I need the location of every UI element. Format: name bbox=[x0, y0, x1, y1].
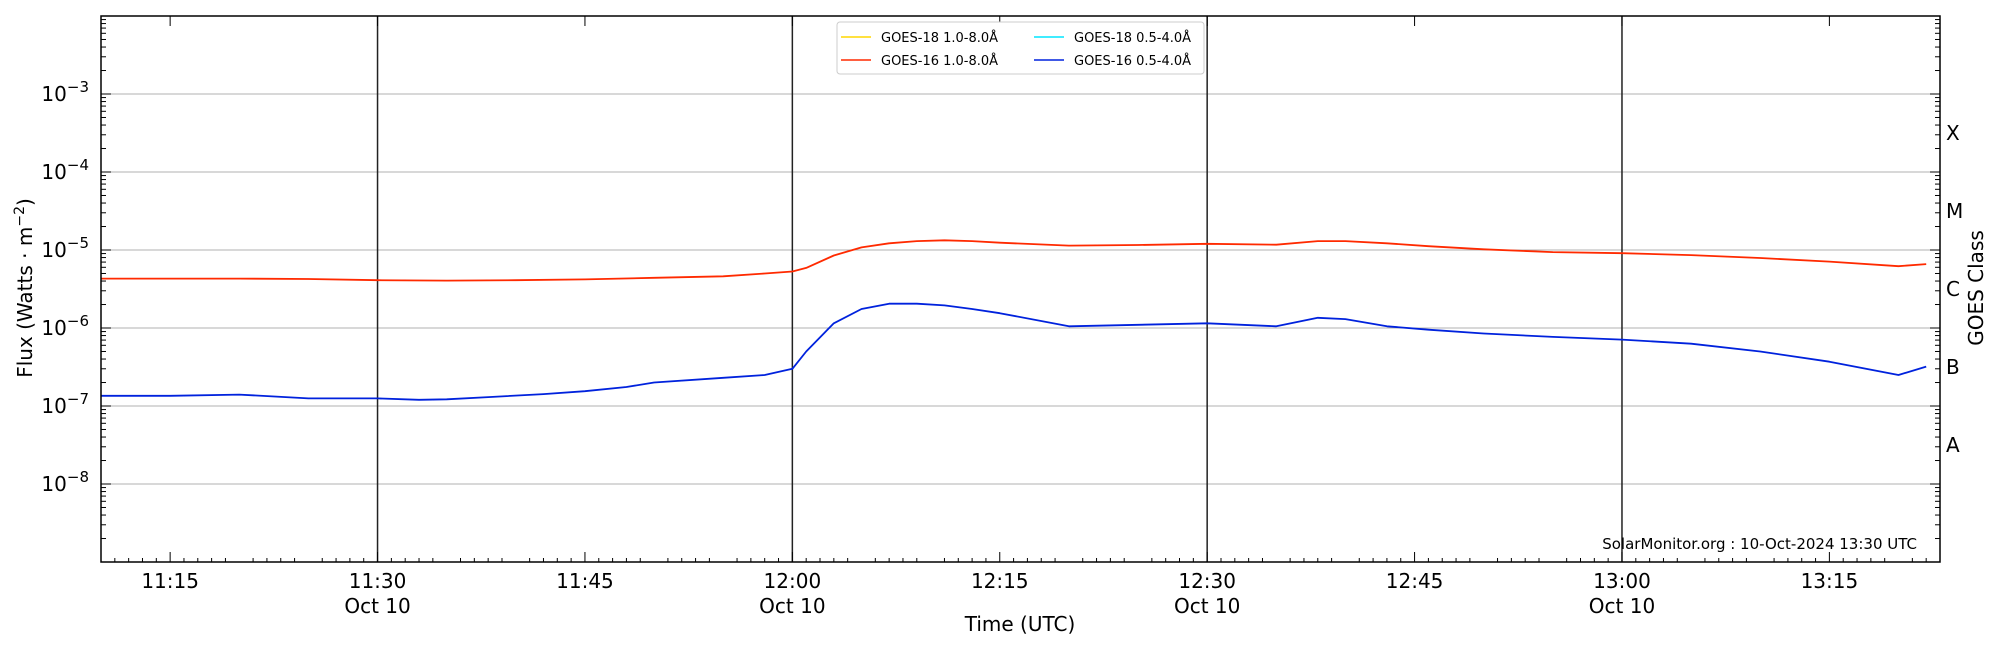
y-axis-title-text: Flux (Watts · m bbox=[13, 227, 37, 378]
series-goes16-short-line bbox=[101, 302, 1927, 401]
goes-class-label: X bbox=[1946, 121, 1960, 145]
y-tick-exponent: −5 bbox=[67, 234, 89, 252]
x-tick-label: 12:45 bbox=[1386, 569, 1444, 593]
plot-frame bbox=[100, 15, 1941, 563]
y-tick-exponent: −4 bbox=[67, 156, 89, 174]
credit-text: SolarMonitor.org : 10-Oct-2024 13:30 UTC bbox=[1602, 535, 1917, 553]
y-tick-base: 10 bbox=[41, 316, 66, 340]
series-goes16-long-line bbox=[101, 239, 1927, 282]
y-tick-exponent: −3 bbox=[67, 78, 89, 96]
x-axis-title: Time (UTC) bbox=[964, 612, 1076, 636]
y-axis-title-close: ) bbox=[13, 198, 37, 206]
x-tick-label: 12:00 bbox=[764, 569, 822, 593]
y-tick-exponent: −8 bbox=[67, 468, 89, 486]
y-tick-label: 10−3 bbox=[41, 78, 89, 106]
y-tick-base: 10 bbox=[41, 472, 66, 496]
y-tick-base: 10 bbox=[41, 160, 66, 184]
y-tick-exponent: −6 bbox=[67, 312, 89, 330]
x-tick-date-label: Oct 10 bbox=[344, 594, 410, 618]
y-tick-label: 10−6 bbox=[41, 312, 89, 340]
goes-class-label: C bbox=[1946, 277, 1960, 301]
legend: GOES-18 1.0-8.0Å GOES-18 0.5-4.0Å GOES-1… bbox=[836, 21, 1205, 75]
x-tick-date-label: Oct 10 bbox=[1174, 594, 1240, 618]
y-tick-label: 10−7 bbox=[41, 390, 89, 418]
x-tick-date-label: Oct 10 bbox=[1589, 594, 1655, 618]
goes-class-label: A bbox=[1946, 433, 1960, 457]
x-tick-label: 12:15 bbox=[971, 569, 1029, 593]
x-tick-label: 13:15 bbox=[1801, 569, 1859, 593]
y-axis-title-exponent: −2 bbox=[12, 206, 28, 227]
y-axis-title: Flux (Watts · m−2) bbox=[12, 198, 37, 378]
x-tick-label: 11:15 bbox=[141, 569, 199, 593]
legend-label-goes18-short: GOES-18 0.5-4.0Å bbox=[1074, 30, 1191, 46]
legend-label-goes18-long: GOES-18 1.0-8.0Å bbox=[881, 30, 998, 46]
legend-label-goes16-short: GOES-16 0.5-4.0Å bbox=[1074, 53, 1191, 69]
right-axis-title: GOES Class bbox=[1964, 230, 1988, 346]
x-tick-date-label: Oct 10 bbox=[759, 594, 825, 618]
x-tick-label: 11:45 bbox=[556, 569, 614, 593]
y-tick-base: 10 bbox=[41, 238, 66, 262]
y-tick-exponent: −7 bbox=[67, 390, 89, 408]
grid bbox=[101, 93, 1940, 485]
x-tick-label: 12:30 bbox=[1178, 569, 1236, 593]
legend-label-goes16-long: GOES-16 1.0-8.0Å bbox=[881, 53, 998, 69]
x-tick-label: 13:00 bbox=[1593, 569, 1651, 593]
goes-class-label: M bbox=[1946, 199, 1963, 223]
y-tick-label: 10−4 bbox=[41, 156, 89, 184]
y-tick-base: 10 bbox=[41, 82, 66, 106]
x-tick-label: 11:30 bbox=[349, 569, 407, 593]
y-tick-label: 10−5 bbox=[41, 234, 89, 262]
series-lines bbox=[101, 239, 1927, 401]
y-tick-label: 10−8 bbox=[41, 468, 89, 496]
legend-box bbox=[836, 21, 1205, 75]
y-tick-base: 10 bbox=[41, 394, 66, 418]
date-boundary-lines bbox=[376, 16, 1623, 562]
axis-ticks bbox=[101, 16, 1941, 563]
goes-class-label: B bbox=[1946, 355, 1960, 379]
